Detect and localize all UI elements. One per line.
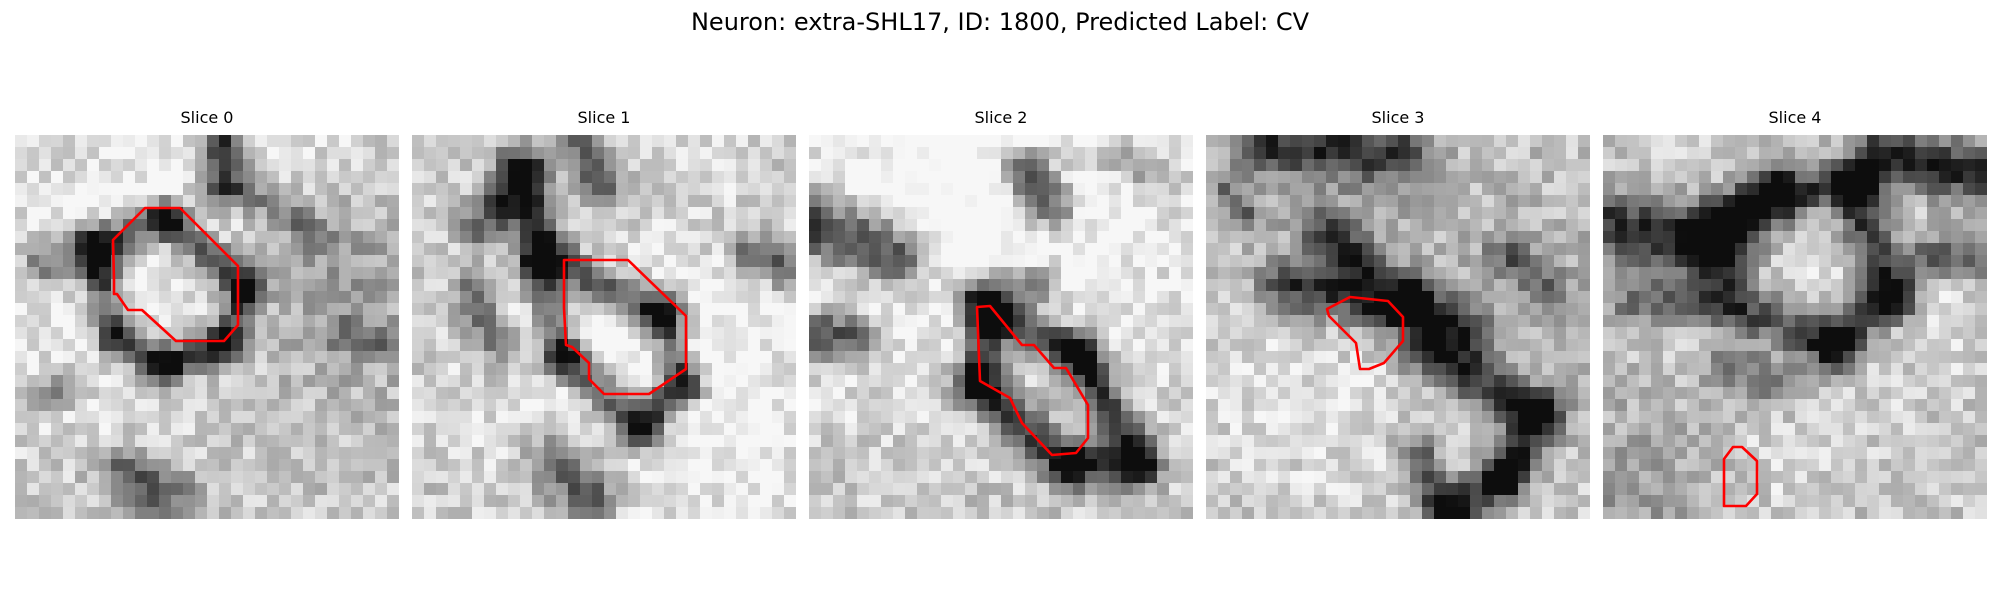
slice-panel-0: Slice 0 [15,108,399,128]
slice-image-4 [1603,135,1987,519]
slice-panel-1: Slice 1 [412,108,796,128]
slice-image-2 [809,135,1193,519]
slice-title-2: Slice 2 [809,108,1193,128]
figure-title: Neuron: extra-SHL17, ID: 1800, Predicted… [0,7,2000,37]
slice-panel-2: Slice 2 [809,108,1193,128]
slice-image-1 [412,135,796,519]
slice-title-0: Slice 0 [15,108,399,128]
pixel-grid [15,135,399,519]
slice-image-0 [15,135,399,519]
pixel-grid [412,135,796,519]
pixel-grid [1603,135,1987,519]
slice-title-3: Slice 3 [1206,108,1590,128]
slice-panel-3: Slice 3 [1206,108,1590,128]
pixel-grid [809,135,1193,519]
slice-panel-4: Slice 4 [1603,108,1987,128]
pixel-grid [1206,135,1590,519]
slice-image-3 [1206,135,1590,519]
slice-title-1: Slice 1 [412,108,796,128]
slice-title-4: Slice 4 [1603,108,1987,128]
